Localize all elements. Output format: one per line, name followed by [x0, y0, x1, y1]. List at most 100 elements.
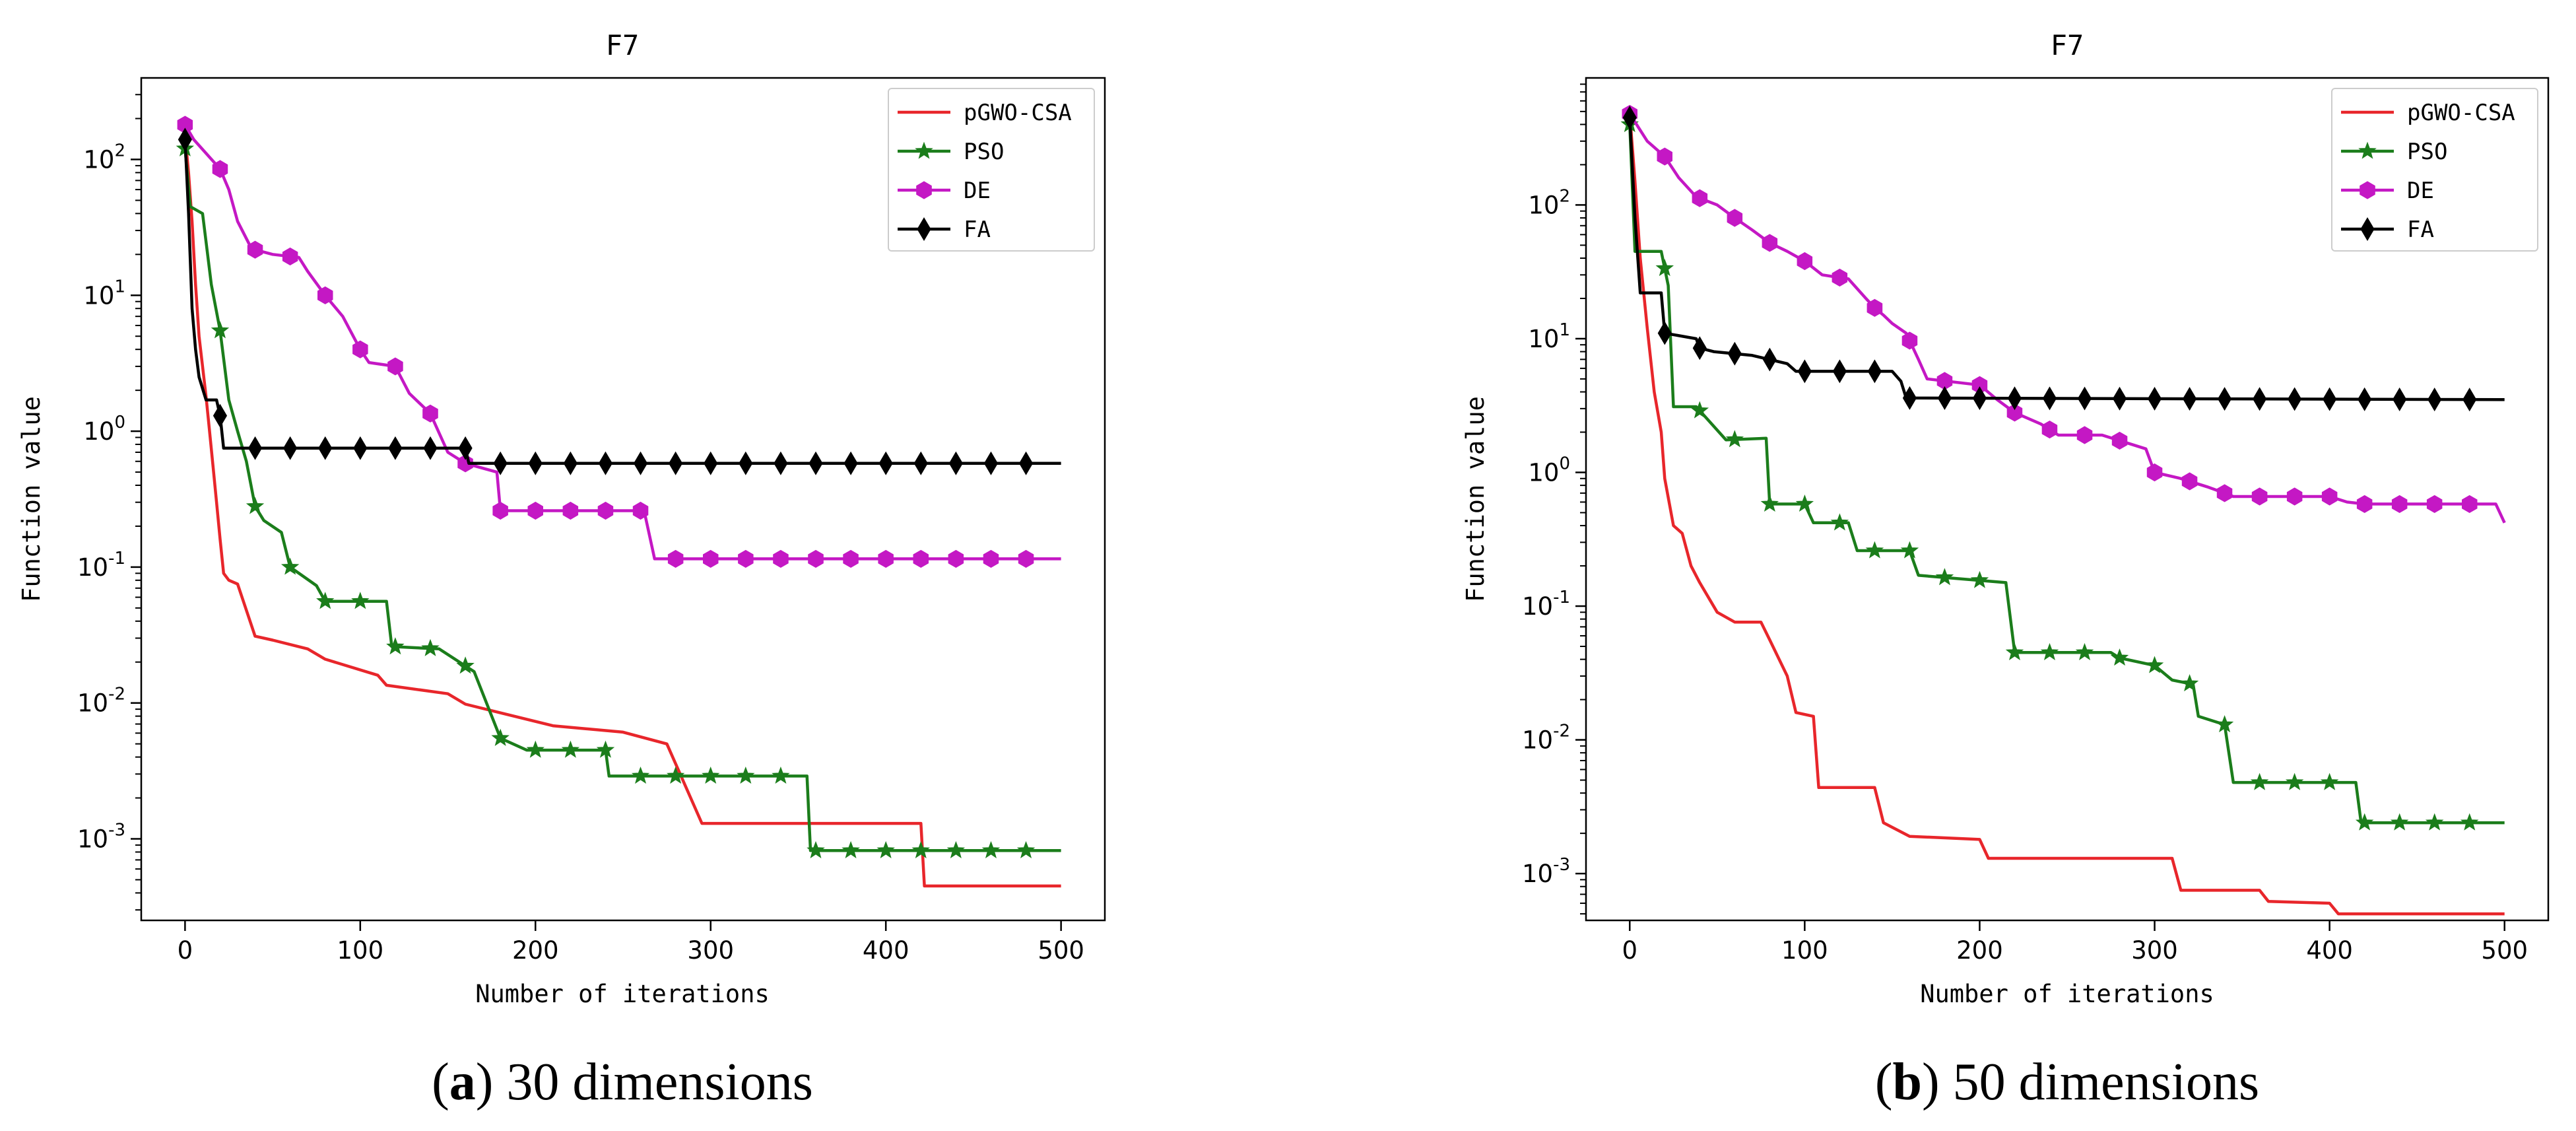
chart-b-pso-marker — [2320, 772, 2339, 790]
chart-a-pso-marker — [491, 728, 510, 746]
chart-a-fa-marker — [809, 451, 823, 475]
chart-b-pso-marker — [1760, 494, 1779, 512]
chart-a-fa-marker — [318, 436, 333, 460]
chart-b-de-marker — [2216, 484, 2233, 502]
chart-a-fa-marker — [178, 127, 192, 152]
chart-a-de-marker — [632, 501, 649, 520]
chart-b-frame — [1585, 77, 2550, 922]
chart-b-pso-marker — [2145, 656, 2164, 673]
chart-b-legend-marker — [2360, 181, 2375, 199]
chart-a-legend: pGWO-CSA PSO DE FA — [888, 88, 1095, 252]
chart-b-pso-marker — [2005, 642, 2024, 660]
chart-a-pso-marker — [946, 840, 966, 858]
chart-a-fa-marker — [843, 451, 858, 475]
chart-a-pso-marker — [316, 592, 335, 609]
chart-a-pso-marker — [281, 557, 300, 575]
chart-b-pso-marker — [1655, 259, 1674, 277]
chart-b-fa-marker — [1832, 359, 1847, 384]
chart-b-title: F7 — [2051, 29, 2084, 61]
chart-b-de-marker — [2426, 495, 2443, 513]
chart-b-xtick-label: 0 — [1622, 936, 1637, 965]
chart-b-pso-marker — [2180, 673, 2199, 692]
chart-b-de-marker — [2006, 403, 2023, 422]
chart-b-fa-marker — [2147, 386, 2162, 411]
chart-b-de-marker — [2181, 472, 2198, 491]
chart-a-de-marker — [913, 549, 929, 568]
chart-a-pso-marker — [807, 840, 825, 858]
chart-b-de-marker — [2251, 487, 2268, 506]
chart-a-de-marker — [387, 357, 403, 376]
chart-a-de-marker — [738, 549, 754, 568]
chart-b-legend-label: pGWO-CSA — [2407, 100, 2515, 126]
chart-a-fa-marker — [774, 451, 788, 475]
chart-b-pso-marker — [1795, 494, 1814, 512]
chart-b-series-pso-line — [1628, 124, 2505, 825]
chart-b-fa-marker — [1622, 106, 1637, 130]
chart-b-fa-marker — [2323, 387, 2337, 411]
chart-a-fa-marker — [388, 436, 403, 460]
chart-a-de-marker — [948, 549, 964, 568]
chart-a-fa-marker — [353, 436, 368, 460]
chart-b-legend-label: FA — [2407, 217, 2434, 243]
chart-b-legend-marker — [2358, 141, 2377, 159]
chart-b-pso-marker — [2390, 813, 2409, 831]
chart-a-fa-marker — [458, 436, 473, 460]
chart-b-caption: (b) 50 dimensions — [1875, 1053, 2259, 1111]
chart-b-de-marker — [1657, 147, 1672, 166]
chart-b-fa-marker — [2112, 386, 2127, 411]
chart-a-fa-marker — [704, 451, 718, 475]
chart-b-pso-marker — [2285, 772, 2304, 790]
chart-b-de-marker — [1901, 331, 1918, 350]
chart-a-fa-marker — [598, 451, 613, 475]
chart-b-legend-label: PSO — [2407, 139, 2447, 165]
chart-b-de-marker — [2462, 495, 2478, 513]
chart-b-fa-marker — [2288, 387, 2302, 411]
chart-b-series-fa-line — [1628, 117, 2505, 401]
chart-a-pso-marker — [981, 840, 1001, 858]
chart-a-fa-marker — [669, 451, 683, 475]
chart-a-de-marker — [667, 549, 684, 568]
chart-b-pso-marker — [1935, 568, 1954, 586]
chart-b-fa-marker — [2182, 387, 2197, 411]
chart-a-de-marker — [212, 160, 228, 178]
chart-a-pso-marker — [1016, 840, 1036, 858]
chart-b-fa-marker — [2427, 388, 2442, 411]
chart-b-de-marker — [1762, 234, 1778, 252]
chart-b-fa-marker — [1972, 386, 1987, 411]
chart-a-pso-marker — [456, 656, 475, 674]
chart-a-de-marker — [843, 549, 859, 568]
chart-a-de-marker — [317, 286, 333, 304]
chart-a-xtick-label: 200 — [512, 936, 559, 965]
chart-b-xtick-label: 400 — [2306, 936, 2353, 965]
chart-a-fa-marker — [423, 436, 438, 460]
chart-a-xtick-label: 400 — [863, 936, 909, 965]
chart-a-de-marker — [562, 501, 579, 520]
chart-b-fa-marker — [1727, 341, 1742, 366]
chart-b-fa-marker — [1937, 386, 1952, 410]
chart-a-pso-marker — [351, 592, 370, 609]
chart-b-ytick-label: 10-1 — [1522, 588, 1570, 621]
chart-a-de-marker — [983, 549, 999, 568]
chart-b-fa-marker — [2253, 387, 2267, 411]
chart-b-xtick-label: 300 — [2131, 936, 2178, 965]
chart-b-pso-marker — [1970, 570, 1989, 588]
chart-a-xlabel: Number of iterations — [475, 980, 770, 1008]
chart-a-xtick-label: 100 — [337, 936, 384, 965]
chart-a-fa-marker — [913, 451, 928, 475]
chart-a-de-marker — [597, 501, 614, 520]
chart-b-de-marker — [1797, 252, 1813, 271]
chart-b-de-marker — [2111, 431, 2128, 450]
chart-a-pso-marker — [526, 740, 545, 758]
chart-a-fa-marker — [528, 451, 543, 475]
chart-a-xtick-label: 300 — [687, 936, 734, 965]
chart-b-fa-marker — [2007, 386, 2022, 411]
chart-a-pso-marker — [211, 321, 230, 339]
chart-b-de-marker — [2041, 421, 2058, 439]
chart-b-xtick-label: 500 — [2481, 936, 2528, 965]
chart-b-pso-marker — [2460, 813, 2479, 831]
chart-a-fa-marker — [563, 451, 578, 475]
chart-a-pso-marker — [702, 766, 720, 784]
chart-b-fa-marker — [2042, 386, 2057, 411]
